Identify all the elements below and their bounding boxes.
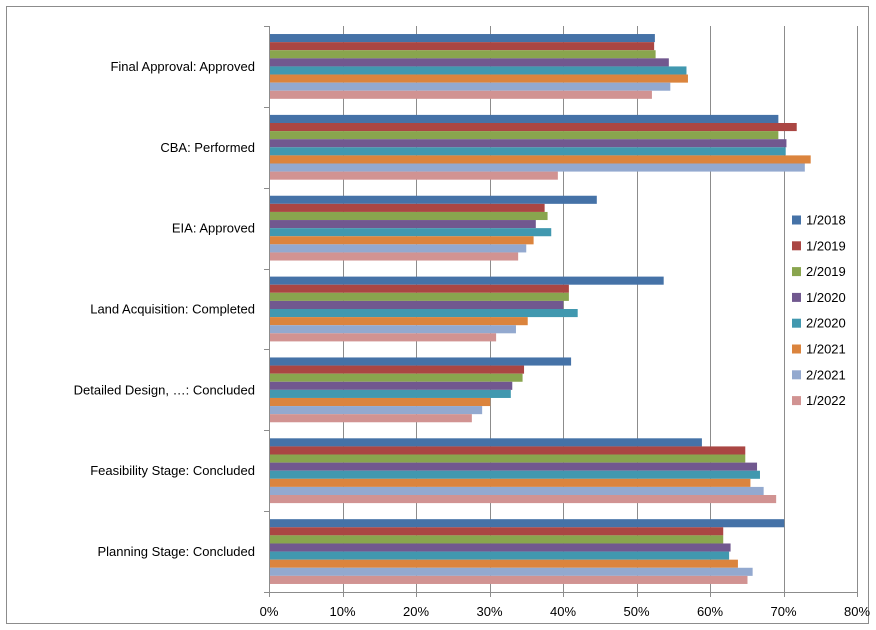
bar	[269, 470, 760, 479]
bar	[269, 163, 805, 172]
bar	[269, 462, 758, 471]
x-tick-label: 50%	[623, 604, 649, 619]
bar	[269, 114, 779, 123]
bar	[269, 551, 730, 560]
bar	[269, 381, 513, 390]
bar	[269, 478, 751, 487]
bar	[269, 438, 702, 447]
bar	[269, 389, 511, 398]
bar	[269, 42, 655, 51]
legend-swatch	[792, 396, 801, 406]
x-tick-label: 0%	[260, 604, 279, 619]
category-label: Planning Stage: Concluded	[97, 544, 255, 559]
bar	[269, 211, 548, 221]
bar	[269, 155, 811, 164]
bar	[269, 244, 527, 253]
legend-swatch	[792, 370, 801, 380]
legend-label: 1/2021	[806, 342, 846, 357]
bar	[269, 252, 519, 261]
bar	[269, 82, 671, 91]
bar	[269, 495, 777, 504]
bar	[269, 414, 472, 423]
bar	[269, 519, 785, 528]
bar	[269, 276, 664, 285]
category-label: Final Approval: Approved	[110, 59, 255, 74]
bar	[269, 446, 746, 455]
x-tick-label: 30%	[476, 604, 502, 619]
legend: 1/2018 1/2019 2/2019 1/2020 2/2020 1/2021 2/20…	[792, 213, 846, 408]
legend-label: 1/2018	[806, 213, 846, 228]
legend-swatch	[792, 344, 801, 354]
bar	[269, 454, 746, 463]
x-tick-label: 80%	[844, 604, 870, 619]
bar	[269, 333, 497, 342]
category-label: Detailed Design, …: Concluded	[74, 382, 255, 397]
bar	[269, 131, 779, 140]
bar	[269, 357, 572, 366]
category-labels: Final Approval: Approved CBA: Performed EI…	[74, 59, 255, 559]
category-label: EIA: Approved	[172, 221, 255, 236]
bars	[269, 34, 811, 584]
bar	[269, 535, 724, 544]
bar	[269, 122, 797, 132]
legend-label: 1/2019	[806, 238, 846, 253]
bar	[269, 325, 516, 334]
category-label: Feasibility Stage: Concluded	[90, 463, 255, 478]
bar	[269, 171, 558, 180]
x-tick-label: 60%	[697, 604, 723, 619]
bar	[269, 292, 569, 301]
legend-swatch	[792, 215, 801, 225]
bar	[269, 406, 483, 415]
bar	[269, 90, 652, 99]
bar	[269, 203, 545, 212]
bar	[269, 220, 536, 229]
x-tick-label: 20%	[403, 604, 429, 619]
legend-label: 2/2021	[806, 367, 846, 382]
bar	[269, 195, 597, 204]
bar	[269, 309, 578, 318]
bar	[269, 317, 528, 326]
bar	[269, 228, 552, 237]
bar	[269, 300, 563, 309]
bar	[269, 236, 534, 245]
bar	[269, 58, 669, 67]
legend-label: 2/2020	[806, 316, 846, 331]
bar	[269, 575, 748, 584]
x-tick-labels: 0% 10% 20% 30% 40% 50% 60% 70% 80%	[260, 604, 871, 619]
legend-label: 1/2020	[806, 290, 846, 305]
legend-swatch	[792, 241, 801, 251]
category-label: Land Acquisition: Completed	[90, 302, 255, 317]
bar	[269, 284, 569, 293]
x-tick-label: 10%	[329, 604, 355, 619]
bar	[269, 50, 656, 59]
legend-label: 2/2019	[806, 264, 846, 279]
bar	[269, 147, 786, 156]
bar	[269, 567, 753, 576]
bar	[269, 139, 787, 148]
legend-label: 1/2022	[806, 393, 846, 408]
bar	[269, 559, 738, 568]
legend-swatch	[792, 292, 801, 302]
legend-swatch	[792, 318, 801, 328]
category-label: CBA: Performed	[160, 140, 255, 155]
axes	[264, 26, 858, 597]
bar	[269, 373, 523, 382]
legend-swatch	[792, 267, 801, 277]
bar	[269, 527, 724, 536]
bar	[269, 543, 731, 552]
bar	[269, 66, 687, 75]
bar	[269, 365, 525, 374]
bar	[269, 34, 655, 43]
x-tick-label: 40%	[550, 604, 576, 619]
x-tick-label: 70%	[770, 604, 796, 619]
bar	[269, 486, 764, 496]
bar	[269, 397, 491, 407]
bar	[269, 74, 688, 83]
